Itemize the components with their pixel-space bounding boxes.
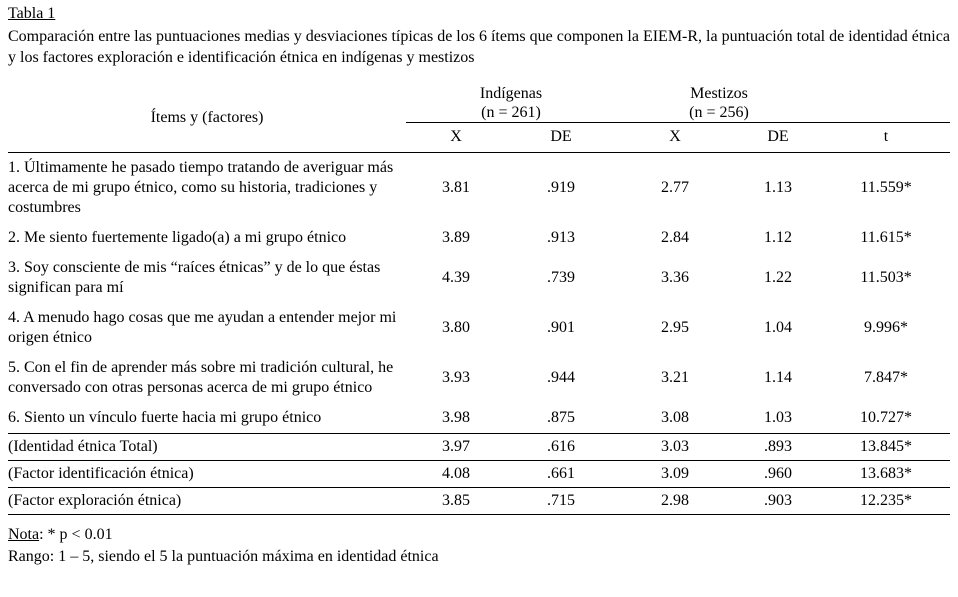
table-number-label: Tabla 1 bbox=[8, 5, 56, 22]
row-label: 2. Me siento fuertemente ligado(a) a mi … bbox=[8, 229, 347, 246]
cell-x-indigenas: 3.81 bbox=[442, 179, 470, 196]
cell-x-indigenas: 3.89 bbox=[442, 229, 470, 246]
row-label: (Identidad étnica Total) bbox=[8, 433, 406, 461]
row-label: 5. Con el fin de aprender más sobre mi t… bbox=[8, 359, 394, 396]
table-row-total: (Identidad étnica Total) 3.97 .616 3.03 … bbox=[8, 433, 951, 461]
group-header-row: Ítems y (factores) Indígenas (n = 261) M… bbox=[8, 84, 951, 153]
group-n: (n = 261) bbox=[481, 104, 541, 121]
cell-de-indigenas: .944 bbox=[547, 369, 575, 386]
cell-x-indigenas: 3.93 bbox=[442, 369, 470, 386]
statistics-table: Ítems y (factores) Indígenas (n = 261) M… bbox=[8, 84, 951, 515]
cell-t: 7.847* bbox=[864, 369, 909, 386]
cell-t: 11.503* bbox=[860, 269, 912, 286]
cell-x-indigenas: 3.97 bbox=[406, 433, 506, 461]
cell-t: 13.683* bbox=[822, 460, 951, 488]
rango-line: Rango: 1 – 5, siendo el 5 la puntuación … bbox=[8, 548, 439, 565]
row-label: 3. Soy consciente de mis “raíces étnicas… bbox=[8, 259, 381, 296]
cell-x-mestizos: 2.77 bbox=[661, 179, 690, 196]
cell-x-indigenas: 3.85 bbox=[406, 487, 506, 515]
cell-t: 10.727* bbox=[822, 403, 951, 434]
group-name: Mestizos bbox=[690, 85, 748, 102]
col-header-x-mestizos: X bbox=[616, 122, 735, 153]
cell-x-mestizos: 3.36 bbox=[661, 269, 690, 286]
cell-x-mestizos: 2.95 bbox=[661, 319, 690, 336]
cell-de-mestizos: 1.03 bbox=[734, 403, 823, 434]
table-notes: Nota: * p < 0.01 Rango: 1 – 5, siendo el… bbox=[8, 524, 950, 568]
table-row-item-6: 6. Siento un vínculo fuerte hacia mi gru… bbox=[8, 403, 951, 434]
cell-de-indigenas: .739 bbox=[547, 269, 575, 286]
table-row-item-5: 5. Con el fin de aprender más sobre mi t… bbox=[8, 353, 950, 403]
cell-x-mestizos: 2.98 bbox=[616, 487, 735, 515]
cell-de-mestizos: 1.14 bbox=[764, 369, 793, 386]
col-header-t: t bbox=[822, 122, 951, 153]
table-row-item-3: 3. Soy consciente de mis “raíces étnicas… bbox=[8, 253, 950, 303]
cell-de-mestizos: .903 bbox=[734, 487, 823, 515]
cell-t: 9.996* bbox=[864, 319, 909, 336]
group-name: Indígenas bbox=[479, 85, 543, 102]
cell-de-mestizos: .893 bbox=[734, 433, 823, 461]
cell-de-mestizos: 1.12 bbox=[764, 229, 793, 246]
group-header-mestizos: Mestizos (n = 256) bbox=[616, 84, 823, 123]
row-label: 1. Últimamente he pasado tiempo tratando… bbox=[8, 159, 394, 216]
cell-x-mestizos: 3.09 bbox=[616, 460, 735, 488]
table-caption: Comparación entre las puntuaciones media… bbox=[8, 28, 950, 66]
cell-de-mestizos: 1.13 bbox=[764, 179, 793, 196]
cell-de-mestizos: 1.04 bbox=[764, 319, 793, 336]
cell-x-indigenas: 4.08 bbox=[406, 460, 506, 488]
cell-de-indigenas: .715 bbox=[506, 487, 617, 515]
cell-de-indigenas: .901 bbox=[547, 319, 575, 336]
cell-t: 12.235* bbox=[822, 487, 951, 515]
group-header-indigenas: Indígenas (n = 261) bbox=[406, 84, 617, 123]
col-header-de-indigenas: DE bbox=[506, 122, 617, 153]
column-header-row: X DE X DE t bbox=[8, 122, 951, 153]
nota-text: : * p < 0.01 bbox=[39, 526, 113, 543]
cell-de-indigenas: .616 bbox=[506, 433, 617, 461]
cell-t: 11.615* bbox=[860, 229, 912, 246]
table-row-item-1: 1. Últimamente he pasado tiempo tratando… bbox=[8, 153, 950, 224]
row-label: (Factor identificación étnica) bbox=[8, 460, 406, 488]
cell-x-indigenas: 4.39 bbox=[442, 269, 470, 286]
table-row-item-4: 4. A menudo hago cosas que me ayudan a e… bbox=[8, 303, 950, 353]
nota-label: Nota bbox=[8, 526, 40, 543]
cell-de-mestizos: 1.22 bbox=[764, 269, 793, 286]
items-column-header: Ítems y (factores) bbox=[8, 84, 406, 153]
group-header-spacer bbox=[822, 84, 951, 123]
cell-x-indigenas: 3.98 bbox=[406, 403, 506, 434]
row-label: (Factor exploración étnica) bbox=[8, 487, 406, 515]
cell-x-mestizos: 3.03 bbox=[616, 433, 735, 461]
cell-de-indigenas: .913 bbox=[547, 229, 575, 246]
row-label: 4. A menudo hago cosas que me ayudan a e… bbox=[8, 309, 397, 346]
document-page: Tabla 1 Comparación entre las puntuacion… bbox=[8, 5, 951, 568]
cell-de-indigenas: .919 bbox=[547, 179, 575, 196]
row-label: 6. Siento un vínculo fuerte hacia mi gru… bbox=[8, 403, 406, 434]
col-header-x-indigenas: X bbox=[406, 122, 506, 153]
cell-de-mestizos: .960 bbox=[734, 460, 823, 488]
group-n: (n = 256) bbox=[689, 104, 749, 121]
table-row-factor-identificacion: (Factor identificación étnica) 4.08 .661… bbox=[8, 460, 951, 488]
cell-x-indigenas: 3.80 bbox=[442, 319, 470, 336]
cell-x-mestizos: 2.84 bbox=[661, 229, 690, 246]
table-row-item-2: 2. Me siento fuertemente ligado(a) a mi … bbox=[8, 223, 950, 253]
cell-x-mestizos: 3.21 bbox=[661, 369, 690, 386]
table-row-factor-exploracion: (Factor exploración étnica) 3.85 .715 2.… bbox=[8, 487, 951, 515]
nota-line: Nota: * p < 0.01 bbox=[8, 524, 950, 546]
cell-x-mestizos: 3.08 bbox=[616, 403, 735, 434]
cell-t: 13.845* bbox=[822, 433, 951, 461]
cell-de-indigenas: .661 bbox=[506, 460, 617, 488]
cell-t: 11.559* bbox=[860, 179, 912, 196]
cell-de-indigenas: .875 bbox=[506, 403, 617, 434]
col-header-de-mestizos: DE bbox=[734, 122, 823, 153]
